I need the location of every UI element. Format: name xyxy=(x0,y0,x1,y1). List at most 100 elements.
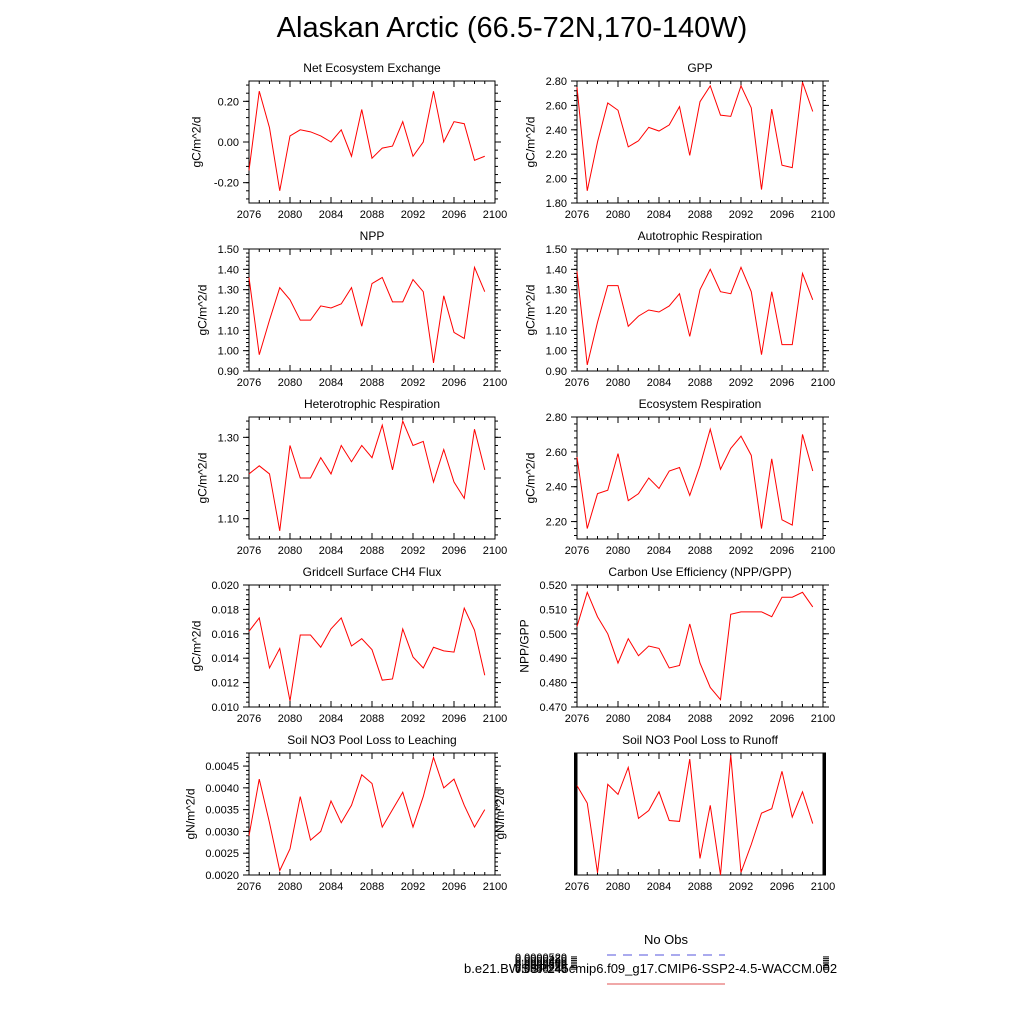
subplot-title: Ecosystem Respiration xyxy=(639,397,762,411)
y-tick-label: 1.30 xyxy=(218,285,239,297)
x-tick-label: 2076 xyxy=(565,209,589,221)
y-tick-label: 1.20 xyxy=(218,305,239,317)
y-tick-label: 0.0040 xyxy=(205,783,239,795)
x-tick-label: 2088 xyxy=(688,377,712,389)
y-tick-label: 1.10 xyxy=(218,514,239,526)
x-tick-label: 2100 xyxy=(811,209,835,221)
y-tick-label: 1.30 xyxy=(218,432,239,444)
x-tick-label: 2076 xyxy=(237,713,261,725)
y-axis-label: gN/m^2/d xyxy=(183,789,197,840)
y-tick-label: 0.90 xyxy=(546,366,567,378)
y-tick-label: 1.40 xyxy=(218,264,239,276)
x-tick-label: 2076 xyxy=(237,377,261,389)
x-tick-label: 2100 xyxy=(483,713,507,725)
y-tick-label: 2.60 xyxy=(546,100,567,112)
y-tick-label: 0.012 xyxy=(211,678,239,690)
y-tick-label: 0.510 xyxy=(539,604,567,616)
y-tick-label: 0.0000520 xyxy=(515,952,567,964)
y-tick-label: 2.00 xyxy=(546,174,567,186)
y-tick-label: 2.40 xyxy=(546,482,567,494)
y-tick-label: 1.50 xyxy=(218,244,239,256)
y-tick-label: 2.20 xyxy=(546,149,567,161)
x-tick-label: 2084 xyxy=(319,209,343,221)
y-axis-label: gC/m^2/d xyxy=(524,117,538,168)
series-line xyxy=(248,419,486,531)
x-tick-label: 2080 xyxy=(606,713,630,725)
y-tick-label: 2.20 xyxy=(546,517,567,529)
y-tick-label: 0.20 xyxy=(218,96,239,108)
y-axis-label: NPP/GPP xyxy=(518,619,532,672)
x-tick-label: 2080 xyxy=(278,881,302,893)
y-tick-label: 0.500 xyxy=(539,629,567,641)
x-tick-label: 2088 xyxy=(360,209,384,221)
x-tick-label: 2088 xyxy=(360,713,384,725)
y-axis-label: gC/m^2/d xyxy=(524,453,538,504)
subplot-title: NPP xyxy=(360,229,385,243)
y-tick-label: 1.20 xyxy=(546,305,567,317)
chart-5: 2076 2080 2084 2088 2092 2096 2100 1.10 1.20 1.30… xyxy=(196,397,508,557)
y-tick-label: 1.80 xyxy=(546,198,567,210)
y-tick-label: 0.470 xyxy=(539,702,567,714)
x-tick-label: 2080 xyxy=(278,209,302,221)
x-tick-label: 2096 xyxy=(770,545,794,557)
y-tick-label: 0.010 xyxy=(211,702,239,714)
series-line xyxy=(248,265,486,363)
x-tick-label: 2088 xyxy=(688,545,712,557)
x-tick-label: 2080 xyxy=(278,545,302,557)
subplot-title: Soil NO3 Pool Loss to Leaching xyxy=(287,733,456,747)
x-tick-label: 2092 xyxy=(401,545,425,557)
x-tick-label: 2076 xyxy=(565,545,589,557)
y-tick-label: -0.20 xyxy=(214,178,239,190)
y-tick-label: 1.00 xyxy=(546,346,567,358)
chart-3: 2076 2080 2084 2088 2092 2096 2100 0.90 1.00 1.10… xyxy=(196,229,508,389)
y-tick-label: 0.0000480 xyxy=(515,954,567,966)
x-tick-label: 2096 xyxy=(770,377,794,389)
x-tick-label: 2088 xyxy=(688,713,712,725)
series-line xyxy=(576,755,814,876)
y-tick-label: 0.016 xyxy=(211,629,239,641)
x-tick-label: 2096 xyxy=(442,545,466,557)
subplot-title: Carbon Use Efficiency (NPP/GPP) xyxy=(608,565,791,579)
x-tick-label: 2084 xyxy=(647,713,671,725)
y-axis-label: gN/m^2/d xyxy=(493,789,507,840)
y-tick-label: 0.480 xyxy=(539,678,567,690)
x-tick-label: 2100 xyxy=(483,377,507,389)
y-axis-label: gC/m^2/d xyxy=(196,285,210,336)
y-tick-label: 0.0000280 xyxy=(515,962,567,974)
y-tick-label: 0.0030 xyxy=(205,826,239,838)
x-tick-label: 2084 xyxy=(647,377,671,389)
x-tick-label: 2100 xyxy=(483,545,507,557)
x-tick-label: 2084 xyxy=(319,713,343,725)
x-tick-label: 2096 xyxy=(442,881,466,893)
chart-1: 2076 2080 2084 2088 2092 2096 2100 -0.20 0.00 0.2… xyxy=(190,61,508,221)
y-tick-label: 1.30 xyxy=(546,285,567,297)
x-tick-label: 2084 xyxy=(647,545,671,557)
y-tick-label: 2.60 xyxy=(546,447,567,459)
x-tick-label: 2096 xyxy=(442,713,466,725)
y-tick-label: 2.80 xyxy=(546,412,567,424)
x-tick-label: 2092 xyxy=(729,377,753,389)
series-line xyxy=(576,82,814,191)
series-line xyxy=(576,427,814,529)
series-line xyxy=(248,606,486,701)
main-title: Alaskan Arctic (66.5-72N,170-140W) xyxy=(276,12,748,44)
y-tick-label: 0.0000400 xyxy=(515,957,567,969)
y-tick-label: 0.0025 xyxy=(205,848,239,860)
y-tick-label: 0.020 xyxy=(211,580,239,592)
subplot-title: Heterotrophic Respiration xyxy=(304,397,440,411)
series-line xyxy=(248,91,485,191)
subplot-title: Autotrophic Respiration xyxy=(638,229,763,243)
x-tick-label: 2100 xyxy=(811,545,835,557)
x-tick-label: 2092 xyxy=(401,377,425,389)
subplot-title: Gridcell Surface CH4 Flux xyxy=(303,565,442,579)
legend-model-label: b.e21.BWSSP245cmip6.f09_g17.CMIP6-SSP2-4… xyxy=(464,961,838,976)
chart-8: 2076 2080 2084 2088 2092 2096 2100 0.470 0.480 0.… xyxy=(518,565,836,725)
x-tick-label: 2092 xyxy=(401,713,425,725)
x-tick-label: 2076 xyxy=(565,377,589,389)
x-tick-label: 2100 xyxy=(483,209,507,221)
x-tick-label: 2076 xyxy=(565,713,589,725)
x-tick-label: 2092 xyxy=(401,209,425,221)
legend-obs-label: No Obs xyxy=(643,932,689,947)
x-tick-label: 2088 xyxy=(688,209,712,221)
